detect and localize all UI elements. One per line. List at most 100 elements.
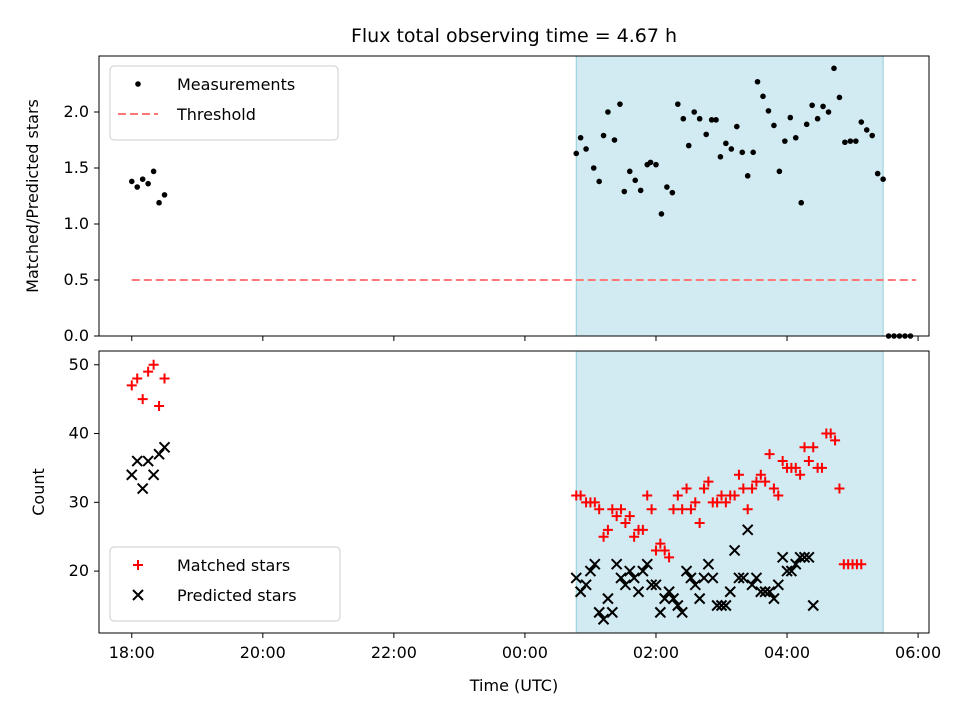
data-point bbox=[600, 132, 607, 139]
data-point bbox=[131, 455, 143, 467]
x-tick-label: 00:00 bbox=[502, 643, 548, 662]
data-point bbox=[650, 545, 661, 556]
data-point bbox=[755, 586, 767, 598]
data-point bbox=[744, 173, 751, 179]
data-point bbox=[880, 176, 886, 182]
x-tick-label: 18:00 bbox=[109, 643, 155, 662]
data-point bbox=[869, 132, 876, 139]
data-point bbox=[655, 538, 666, 549]
data-point bbox=[733, 572, 745, 584]
data-point bbox=[680, 115, 687, 122]
data-point bbox=[798, 199, 805, 206]
data-point bbox=[707, 572, 719, 584]
data-point bbox=[825, 109, 832, 115]
data-point bbox=[676, 606, 688, 619]
y-tick-label: 20 bbox=[69, 561, 89, 580]
data-point bbox=[715, 599, 728, 612]
y-tick-label: 2.0 bbox=[64, 102, 89, 121]
data-point bbox=[650, 579, 662, 591]
data-point bbox=[729, 490, 740, 501]
data-point bbox=[615, 572, 627, 584]
data-point bbox=[694, 517, 705, 528]
data-point bbox=[790, 462, 801, 473]
y-tick-label: 0.5 bbox=[64, 270, 89, 289]
data-point bbox=[659, 545, 670, 556]
data-point bbox=[610, 558, 623, 570]
legend-label: Matched stars bbox=[177, 556, 290, 575]
data-point bbox=[150, 168, 157, 175]
data-point bbox=[803, 456, 814, 467]
data-point bbox=[647, 159, 654, 166]
data-point bbox=[621, 188, 628, 195]
x-tick-label: 22:00 bbox=[371, 643, 417, 662]
x-tick-label: 02:00 bbox=[633, 643, 679, 662]
data-point bbox=[570, 572, 582, 584]
data-point bbox=[685, 142, 692, 149]
data-point bbox=[754, 78, 761, 85]
data-point bbox=[733, 469, 744, 480]
data-point bbox=[763, 586, 776, 598]
data-point bbox=[776, 551, 789, 564]
data-point bbox=[664, 184, 670, 190]
data-point bbox=[717, 154, 724, 160]
data-point bbox=[589, 497, 600, 508]
data-point bbox=[787, 114, 794, 121]
y-tick-label: 1.0 bbox=[64, 214, 89, 233]
data-point bbox=[628, 572, 640, 584]
data-point bbox=[772, 579, 784, 591]
data-point bbox=[669, 189, 676, 196]
data-point bbox=[667, 592, 680, 605]
data-point bbox=[617, 101, 623, 107]
data-point bbox=[803, 121, 810, 128]
data-point bbox=[143, 366, 154, 377]
data-point bbox=[702, 558, 715, 570]
data-point bbox=[809, 102, 815, 109]
data-point bbox=[136, 482, 149, 495]
data-point bbox=[696, 115, 703, 122]
data-point bbox=[126, 380, 137, 391]
plot-frame bbox=[98, 350, 930, 634]
data-point bbox=[128, 178, 135, 185]
data-point bbox=[874, 170, 881, 177]
data-point bbox=[771, 122, 777, 129]
data-point bbox=[746, 579, 758, 591]
data-point bbox=[803, 551, 815, 564]
data-point bbox=[147, 469, 160, 481]
data-point bbox=[659, 592, 671, 605]
y-tick-label: 1.5 bbox=[64, 158, 89, 177]
legend-plus-swatch bbox=[133, 560, 143, 570]
legend: Measurements Threshold bbox=[109, 65, 339, 141]
data-point bbox=[782, 138, 788, 144]
data-point bbox=[658, 211, 665, 217]
y-tick-label: 50 bbox=[69, 355, 89, 374]
data-point bbox=[691, 109, 697, 115]
y-tick-label: 30 bbox=[69, 492, 89, 511]
data-point bbox=[825, 428, 836, 439]
data-point bbox=[620, 517, 631, 528]
data-point bbox=[145, 180, 151, 187]
data-point bbox=[830, 435, 841, 446]
data-point bbox=[142, 455, 154, 467]
data-point bbox=[863, 127, 870, 133]
data-point bbox=[733, 123, 740, 130]
data-point bbox=[716, 490, 727, 501]
data-point bbox=[574, 586, 587, 598]
data-point bbox=[158, 441, 171, 454]
x-axis-label: Time (UTC) bbox=[469, 676, 558, 695]
data-point bbox=[847, 138, 854, 144]
data-point bbox=[836, 94, 843, 101]
data-point bbox=[689, 579, 701, 591]
data-point bbox=[739, 149, 746, 156]
data-point bbox=[605, 109, 611, 115]
data-point bbox=[755, 469, 766, 480]
data-point bbox=[575, 490, 586, 501]
data-point bbox=[607, 504, 618, 515]
x-tick-label: 06:00 bbox=[895, 643, 941, 662]
data-point bbox=[606, 606, 618, 619]
data-point bbox=[624, 511, 635, 522]
data-point bbox=[602, 592, 614, 605]
x-tick-label: 04:00 bbox=[764, 643, 810, 662]
data-point bbox=[742, 504, 753, 515]
data-point bbox=[760, 93, 766, 100]
x-tick-label: 20:00 bbox=[240, 643, 286, 662]
